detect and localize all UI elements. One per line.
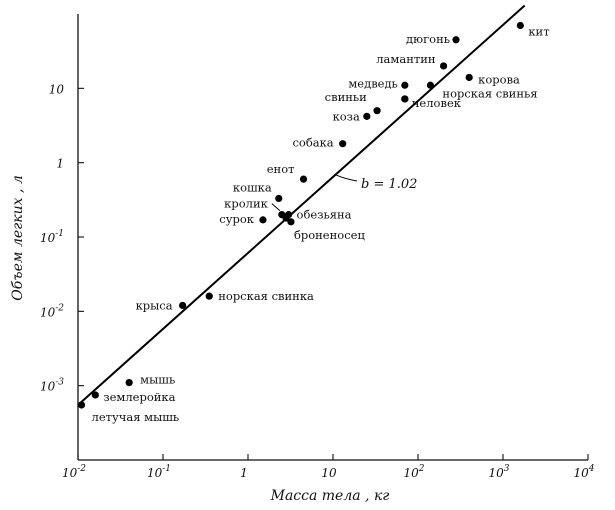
data-point	[339, 140, 347, 148]
data-point	[465, 73, 473, 82]
x-tick-label: 10-2	[62, 464, 86, 480]
x-tick-label: 10	[321, 466, 337, 480]
y-tick-label-base: 10	[40, 305, 56, 319]
x-tick-label-exponent: 3	[504, 464, 510, 474]
x-axis-ticks: 10-2 10-1 1 10 102 103 104	[62, 454, 595, 480]
data-points-group	[77, 21, 524, 409]
x-tick-label: 104	[573, 464, 594, 480]
regression-line	[77, 4, 526, 406]
x-tick-label-exponent: -2	[77, 464, 86, 474]
data-point	[178, 301, 187, 310]
data-point	[452, 36, 460, 44]
x-tick-label-exponent: -1	[162, 464, 171, 474]
data-point	[401, 95, 409, 103]
data-point	[287, 218, 295, 226]
point-label: кит	[528, 25, 549, 39]
data-point	[299, 175, 308, 183]
point-label: корова	[478, 72, 520, 86]
x-tick-label-exponent: 2	[418, 464, 425, 474]
slope-annotation: b = 1.02	[361, 177, 417, 192]
x-tick-label-base: 10	[573, 466, 589, 480]
point-label: ламантин	[376, 52, 436, 66]
data-point	[259, 216, 267, 224]
x-tick-label: 10-1	[147, 464, 171, 480]
data-point	[282, 214, 290, 222]
point-label: медведь	[348, 76, 397, 90]
data-point	[373, 107, 381, 115]
data-point	[439, 62, 448, 70]
y-tick-label: 10	[49, 82, 65, 96]
y-tick-label-exponent: -1	[55, 229, 64, 239]
y-tick-label: 10-2	[40, 303, 64, 319]
label-pointer	[271, 203, 281, 211]
data-point	[426, 81, 435, 89]
x-tick-label-base: 10	[321, 466, 337, 480]
y-axis-title: Объем легких , л	[10, 175, 26, 301]
data-point	[77, 401, 86, 409]
data-point	[91, 391, 99, 399]
point-label: норская свинья	[442, 86, 537, 100]
regression-line-group: b = 1.02	[77, 4, 526, 406]
y-tick-label: 1	[56, 157, 64, 171]
y-tick-label: 10-3	[40, 378, 64, 394]
point-label: человек	[412, 96, 462, 110]
y-tick-label-exponent: -3	[55, 378, 64, 388]
point-label: кролик	[224, 197, 268, 211]
slope-annotation-leader	[335, 174, 358, 182]
point-label: сурок	[219, 212, 254, 226]
data-point	[205, 292, 213, 300]
point-label: обезьяна	[297, 208, 352, 222]
x-axis-title: Масса тела , кг	[270, 488, 390, 504]
point-label: коза	[333, 109, 360, 123]
x-tick-label-exponent: 4	[588, 464, 595, 474]
point-label: кошка	[233, 180, 272, 194]
x-tick-label-base: 10	[62, 466, 78, 480]
data-point	[516, 21, 524, 30]
data-point	[275, 194, 283, 203]
data-point	[401, 81, 409, 89]
point-label: собака	[292, 136, 333, 150]
x-tick-label-base: 10	[403, 466, 419, 480]
y-tick-label: 10-1	[40, 229, 64, 245]
point-label: мышь	[140, 373, 175, 387]
x-tick-label: 102	[403, 464, 424, 480]
point-label: енот	[267, 162, 295, 176]
x-tick-label: 103	[488, 464, 509, 480]
x-tick-label-base: 10	[147, 466, 163, 480]
point-label: летучая мышь	[92, 410, 180, 424]
x-tick-label-base: 1	[240, 466, 248, 480]
y-tick-label-base: 1	[56, 157, 64, 171]
point-label: норская свинка	[218, 289, 314, 303]
x-tick-label-base: 10	[488, 466, 504, 480]
y-tick-label-base: 10	[40, 231, 56, 245]
data-point	[125, 378, 133, 387]
point-label: крыса	[136, 298, 173, 312]
point-label: дюгонь	[406, 32, 450, 46]
x-tick-label: 1	[240, 466, 248, 480]
point-label: свиньи	[325, 90, 368, 104]
point-label: землеройка	[103, 390, 175, 404]
y-tick-label-exponent: -2	[55, 303, 64, 313]
y-tick-label-base: 10	[49, 82, 65, 96]
point-label: броненосец	[294, 228, 366, 242]
y-tick-label-base: 10	[40, 380, 56, 394]
data-point	[363, 112, 371, 120]
